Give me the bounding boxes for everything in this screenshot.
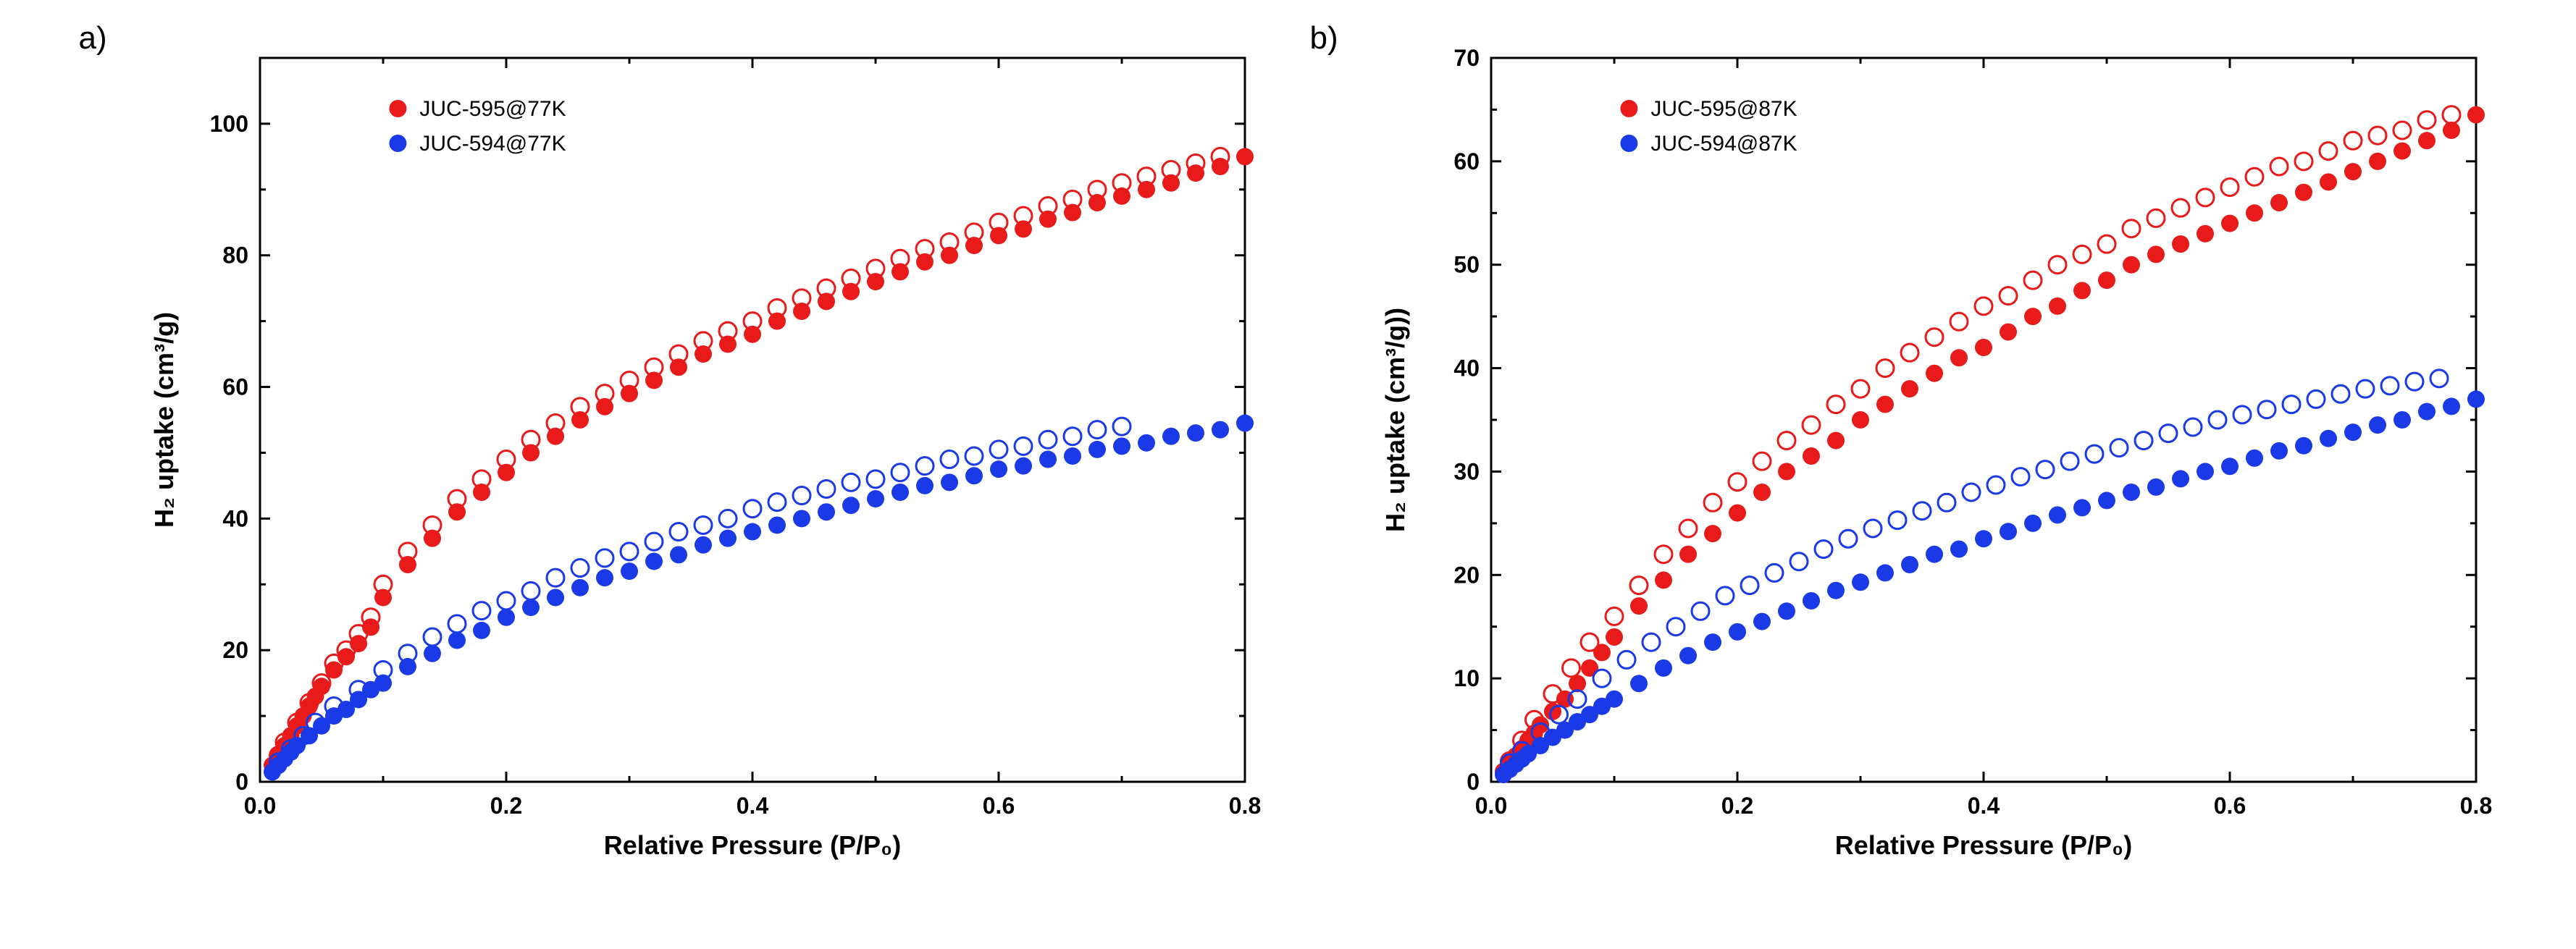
panel-a-label: a) bbox=[79, 20, 107, 56]
svg-text:Relative Pressure (P/P₀): Relative Pressure (P/P₀) bbox=[1834, 830, 2131, 860]
svg-text:20: 20 bbox=[222, 637, 248, 663]
panel-b-label: b) bbox=[1310, 20, 1338, 56]
svg-text:0.6: 0.6 bbox=[982, 793, 1014, 819]
panel-a: a) 0.0 0.2 0.4 0.6 0.8 0 20 40 60 80 100 Relative P… bbox=[72, 14, 1274, 887]
svg-text:0.0: 0.0 bbox=[1474, 793, 1506, 819]
svg-text:JUC-594@77K: JUC-594@77K bbox=[419, 132, 566, 156]
chart-b-wrap: 0.0 0.2 0.4 0.6 0.8 0 10 20 30 40 50 60 70 Relative P… bbox=[1346, 14, 2505, 887]
svg-text:0.8: 0.8 bbox=[1228, 793, 1260, 819]
svg-text:JUC-595@77K: JUC-595@77K bbox=[419, 97, 566, 121]
svg-text:0.2: 0.2 bbox=[490, 793, 521, 819]
svg-text:H₂ uptake (cm³/g)): H₂ uptake (cm³/g)) bbox=[1380, 308, 1410, 532]
svg-text:100: 100 bbox=[209, 111, 248, 137]
svg-text:0.4: 0.4 bbox=[1967, 793, 2000, 819]
chart-a-wrap: 0.0 0.2 0.4 0.6 0.8 0 20 40 60 80 100 Relative Pres… bbox=[115, 14, 1274, 887]
svg-text:H₂ uptake (cm³/g): H₂ uptake (cm³/g) bbox=[149, 312, 179, 528]
chart-a: 0.0 0.2 0.4 0.6 0.8 0 20 40 60 80 100 Relative Pres… bbox=[115, 14, 1274, 883]
svg-text:50: 50 bbox=[1453, 252, 1480, 278]
svg-text:0.0: 0.0 bbox=[243, 793, 275, 819]
svg-text:60: 60 bbox=[222, 374, 248, 400]
svg-text:10: 10 bbox=[1453, 665, 1480, 691]
svg-text:30: 30 bbox=[1453, 458, 1480, 484]
svg-text:0.4: 0.4 bbox=[736, 793, 768, 819]
panel-b: b) 0.0 0.2 0.4 0.6 0.8 0 10 20 30 40 50 60 70 Relativ… bbox=[1303, 14, 2505, 887]
svg-text:80: 80 bbox=[222, 242, 248, 269]
svg-text:0.2: 0.2 bbox=[1721, 793, 1753, 819]
svg-text:0: 0 bbox=[235, 769, 248, 795]
svg-text:40: 40 bbox=[1453, 355, 1480, 381]
svg-text:70: 70 bbox=[1453, 45, 1480, 71]
svg-text:0: 0 bbox=[1467, 769, 1480, 795]
svg-text:20: 20 bbox=[1453, 562, 1480, 588]
svg-text:JUC-595@87K: JUC-595@87K bbox=[1650, 97, 1797, 121]
svg-text:60: 60 bbox=[1453, 148, 1480, 174]
svg-text:Relative Pressure (P/P₀): Relative Pressure (P/P₀) bbox=[603, 830, 900, 860]
svg-text:JUC-594@87K: JUC-594@87K bbox=[1650, 132, 1797, 156]
chart-b: 0.0 0.2 0.4 0.6 0.8 0 10 20 30 40 50 60 70 Relative P… bbox=[1346, 14, 2505, 883]
svg-text:0.6: 0.6 bbox=[2213, 793, 2245, 819]
svg-text:0.8: 0.8 bbox=[2459, 793, 2491, 819]
svg-text:40: 40 bbox=[222, 505, 248, 531]
